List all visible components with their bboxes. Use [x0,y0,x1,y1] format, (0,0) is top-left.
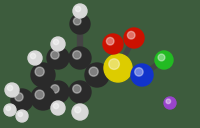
Circle shape [73,51,81,59]
Circle shape [73,85,81,93]
Circle shape [73,17,81,25]
Circle shape [109,59,119,69]
Circle shape [47,47,69,69]
Circle shape [4,104,16,116]
Circle shape [89,67,98,76]
Circle shape [72,104,88,120]
Circle shape [75,107,81,113]
Circle shape [158,54,165,61]
Circle shape [85,63,109,87]
Circle shape [69,81,91,103]
Circle shape [106,37,114,45]
Circle shape [155,51,173,69]
Circle shape [47,81,69,103]
Circle shape [6,106,11,111]
Circle shape [31,63,55,87]
Circle shape [104,54,132,82]
Circle shape [53,103,59,109]
Circle shape [35,90,44,99]
Circle shape [69,47,91,69]
Circle shape [11,89,33,111]
Circle shape [51,51,59,59]
Circle shape [75,6,81,12]
Circle shape [166,99,171,104]
Circle shape [51,37,65,51]
Circle shape [15,93,23,101]
Circle shape [5,83,19,97]
Circle shape [70,14,90,34]
Circle shape [135,68,143,76]
Circle shape [35,67,44,76]
Circle shape [127,31,135,39]
Circle shape [28,51,42,65]
Circle shape [31,86,55,110]
Circle shape [51,101,65,115]
Circle shape [131,64,153,86]
Circle shape [124,28,144,48]
Circle shape [7,85,13,91]
Circle shape [30,53,36,59]
Circle shape [18,112,23,117]
Circle shape [53,39,59,45]
Circle shape [164,97,176,109]
Circle shape [51,85,59,93]
Circle shape [16,110,28,122]
Circle shape [103,34,123,54]
Circle shape [73,4,87,18]
